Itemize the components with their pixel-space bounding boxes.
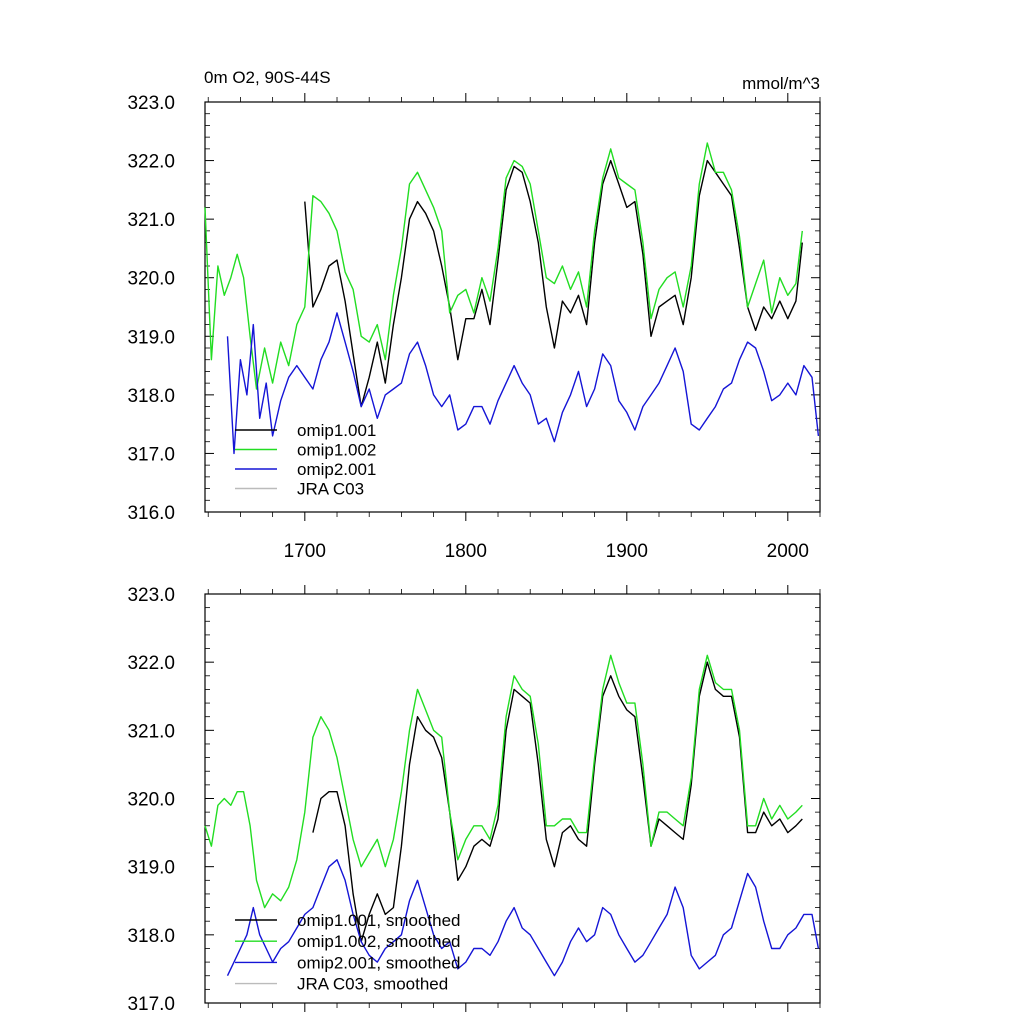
y-tick-label: 321.0: [127, 721, 175, 742]
plot-frame: [204, 101, 821, 513]
y-tick-label: 322.0: [127, 152, 175, 173]
y-tick-label: 319.0: [127, 858, 175, 879]
series-line: [304, 159, 803, 408]
y-tick-label: 323.0: [127, 93, 175, 114]
legend-label: omip2.001, smoothed: [297, 953, 461, 972]
y-tick-label: 318.0: [127, 386, 175, 407]
panel-title-left: 0m O2, 90S-44S: [204, 68, 331, 87]
y-tick-label: 320.0: [127, 790, 175, 811]
bottom-panel: 317.0 318.0 319.0 320.0 321.0 322.0 323.0 omip1…: [127, 585, 821, 1015]
legend-label: omip1.001: [297, 421, 376, 440]
series-line: [226, 859, 820, 977]
y-tick-label: 319.0: [127, 327, 175, 348]
x-tick-label: 1700: [284, 541, 326, 562]
x-tick-label: 2000: [767, 541, 809, 562]
y-tick-label: 322.0: [127, 653, 175, 674]
x-tick-label: 1900: [606, 541, 648, 562]
legend-label: omip1.002, smoothed: [297, 932, 461, 951]
series-line: [204, 142, 803, 390]
y-tick-label: 317.0: [127, 994, 175, 1015]
series-line: [312, 661, 803, 943]
legend-label: JRA C03, smoothed: [297, 975, 448, 994]
y-tick-label: 316.0: [127, 503, 175, 524]
y-tick-label: 320.0: [127, 269, 175, 290]
y-tick-label: 323.0: [127, 585, 175, 606]
legend-label: omip2.001: [297, 460, 376, 479]
series-line: [226, 312, 820, 455]
y-tick-label: 321.0: [127, 210, 175, 231]
top-panel: 0m O2, 90S-44S mmol/m^3 316.0 317.0 318.0 3…: [127, 68, 821, 562]
x-tick-label: 1800: [445, 541, 487, 562]
legend-label: omip1.001, smoothed: [297, 911, 461, 930]
legend-label: omip1.002: [297, 441, 376, 460]
panel-title-right: mmol/m^3: [742, 74, 820, 93]
legend-label: JRA C03: [297, 480, 364, 499]
y-tick-label: 318.0: [127, 926, 175, 947]
y-tick-label: 317.0: [127, 444, 175, 465]
series-line: [204, 654, 803, 909]
